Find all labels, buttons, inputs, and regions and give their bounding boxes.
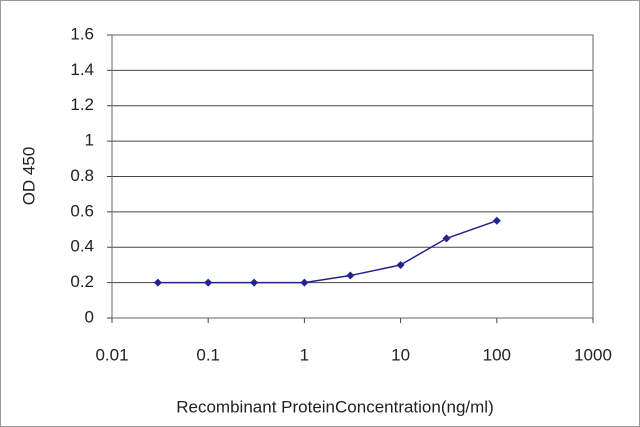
data-point <box>204 278 213 287</box>
y-tick-label: 0.4 <box>70 237 94 256</box>
y-tick-label: 0.8 <box>70 166 94 185</box>
x-tick-label: 100 <box>483 345 511 364</box>
y-tick-label: 1 <box>85 131 94 150</box>
y-tick-label: 0.2 <box>70 272 94 291</box>
data-point <box>492 216 501 225</box>
y-axis-label: OD 450 <box>19 147 38 206</box>
y-tick-label: 0 <box>85 307 94 326</box>
data-point <box>300 278 309 287</box>
x-tick-label: 0.01 <box>95 345 128 364</box>
y-tick-label: 1.6 <box>70 24 94 43</box>
data-point <box>346 271 355 280</box>
y-tick-label: 0.6 <box>70 201 94 220</box>
x-tick-label: 1000 <box>574 345 612 364</box>
x-tick-label: 1 <box>300 345 309 364</box>
y-tick-label: 1.2 <box>70 95 94 114</box>
data-line <box>157 220 498 284</box>
data-point <box>153 278 162 287</box>
data-point <box>396 260 405 269</box>
plot-border <box>111 34 594 319</box>
x-tick-label: 0.1 <box>196 345 220 364</box>
data-point <box>442 234 451 243</box>
x-axis-label: Recombinant ProteinConcentration(ng/ml) <box>176 397 494 416</box>
y-tick-label: 1.4 <box>70 60 94 79</box>
x-tick-label: 10 <box>391 345 410 364</box>
data-point <box>250 278 259 287</box>
